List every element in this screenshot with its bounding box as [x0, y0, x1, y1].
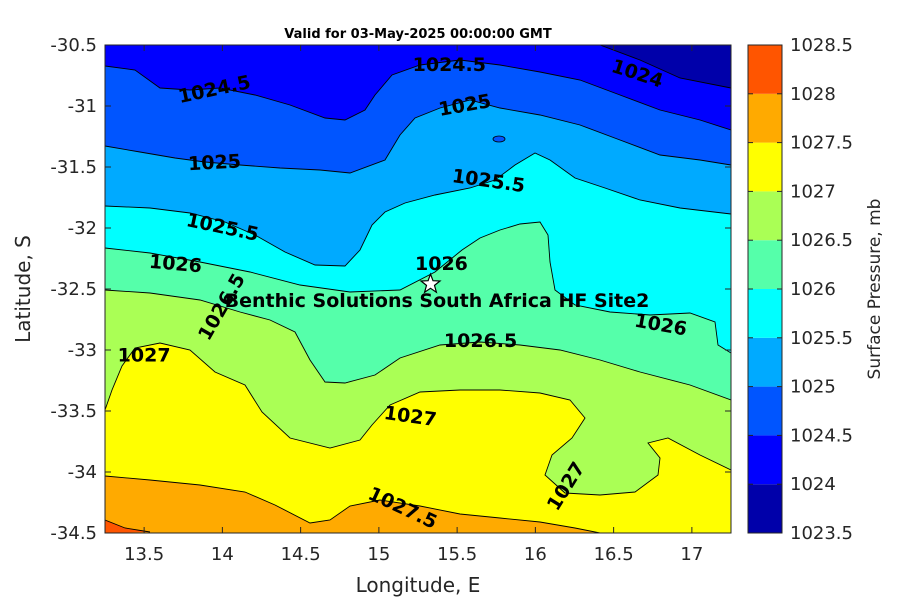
colorbar-segment: [748, 484, 782, 533]
colorbar-label: Surface Pressure, mb: [865, 199, 885, 380]
y-tick-label: -33.5: [50, 401, 97, 422]
colorbar-segment: [748, 45, 782, 94]
colorbar: 1023.5 1024 1024.5 1025 1025.5 1026 1026.5 1027…: [747, 35, 853, 544]
site-layer: Benthic Solutions South Africa HF Site2: [225, 272, 650, 312]
band-1027.5-1028: [105, 476, 600, 533]
y-tick-label: -33: [68, 340, 97, 361]
colorbar-tick-label: 1028.5: [790, 35, 853, 56]
x-tick-label: 16.5: [594, 544, 634, 565]
y-tick-label: -31: [68, 96, 97, 117]
colorbar-segment: [748, 386, 782, 436]
contour-label: 1024.5: [413, 54, 486, 76]
colorbar-tick-label: 1026: [790, 279, 836, 300]
colorbar-segment: [748, 289, 782, 338]
low-pressure-island: [492, 135, 506, 143]
y-tick-label: -34: [68, 462, 97, 483]
contour-label: 1026: [148, 251, 203, 278]
x-tick-label: 15.5: [437, 544, 477, 565]
y-tick-label: -31.5: [50, 157, 97, 178]
y-axis-label: Latitude, S: [11, 235, 35, 343]
y-tick-label: -30.5: [50, 35, 97, 56]
x-tick-label: 14.5: [281, 544, 321, 565]
contour-label: 1026.5: [444, 330, 517, 352]
colorbar-tick-label: 1027.5: [790, 133, 853, 154]
colorbar-tick-label: 1027: [790, 181, 836, 202]
colorbar-tick-label: 1023.5: [790, 523, 853, 544]
x-tick-label: 15: [367, 544, 390, 565]
colorbar-segment: [748, 435, 782, 485]
colorbar-tick-label: 1025: [790, 377, 836, 398]
y-tick-label: -34.5: [50, 523, 97, 544]
band-1028-1028.5: [105, 520, 150, 533]
site-star-icon: [419, 272, 442, 294]
colorbar-tick-label: 1026.5: [790, 230, 853, 251]
site-label: Benthic Solutions South Africa HF Site2: [225, 290, 650, 312]
colorbar-tick-label: 1028: [790, 84, 836, 105]
x-axis-label: Longitude, E: [356, 573, 481, 597]
contour-label: 1027: [118, 345, 171, 367]
x-tick-label: 14: [211, 544, 234, 565]
chart-title: Valid for 03-May-2025 00:00:00 GMT: [284, 27, 552, 42]
x-tick-label: 16: [524, 544, 547, 565]
colorbar-segment: [748, 93, 782, 143]
y-axis: -30.5 -31 -31.5 -32 -32.5 -33 -33.5 -34 -34.5: [50, 35, 731, 544]
colorbar-segment: [748, 191, 782, 241]
y-tick-label: -32: [68, 218, 97, 239]
colorbar-segment: [748, 142, 782, 192]
colorbar-tick-label: 1025.5: [790, 328, 853, 349]
x-tick-label: 13.5: [124, 544, 164, 565]
band-1027-1027.5: [105, 343, 731, 533]
colorbar-tick-label: 1024: [790, 474, 836, 495]
contour-label: 1026: [415, 253, 468, 275]
colorbar-tick-label: 1024.5: [790, 425, 853, 446]
contour-label: 1025: [188, 150, 242, 175]
x-axis: 13.5 14 14.5 15 15.5 16 16.5 17: [124, 45, 703, 565]
x-tick-label: 17: [680, 544, 703, 565]
contour-lines: [105, 45, 731, 533]
colorbar-segment: [748, 240, 782, 289]
colorbar-segment: [748, 337, 782, 387]
y-tick-label: -32.5: [50, 279, 97, 300]
